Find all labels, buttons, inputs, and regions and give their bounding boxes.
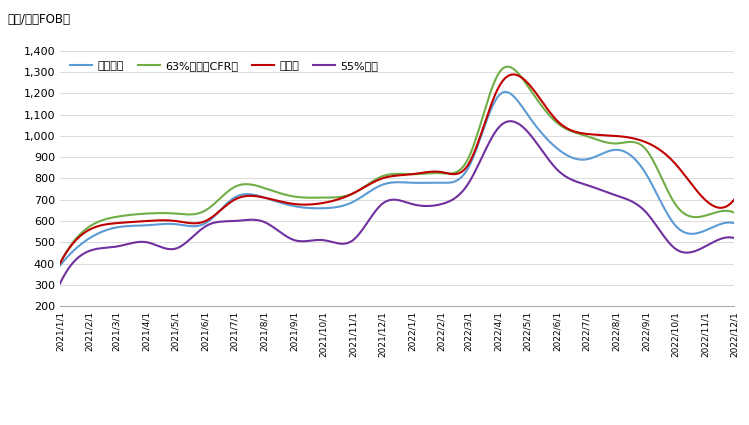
波罗的海 <box>507 92 516 97</box>
波罗的海 <box>55 263 64 268</box>
摩洛哥 <box>452 171 461 176</box>
波罗的海 <box>175 222 184 227</box>
63%巴西（CFR） <box>730 210 739 215</box>
Line: 摩洛哥: 摩洛哥 <box>60 74 734 264</box>
波罗的海 <box>228 196 237 201</box>
波罗的海 <box>452 178 461 183</box>
波罗的海 <box>730 221 739 226</box>
Line: 63%巴西（CFR）: 63%巴西（CFR） <box>60 67 734 264</box>
摩洛哥 <box>360 184 369 190</box>
摩洛哥 <box>506 73 515 78</box>
63%巴西（CFR） <box>228 185 237 190</box>
Line: 55%中国: 55%中国 <box>60 121 734 284</box>
63%巴西（CFR） <box>55 261 64 266</box>
63%巴西（CFR） <box>175 211 184 216</box>
摩洛哥 <box>175 219 184 224</box>
Text: 美元/吨（FOB）: 美元/吨（FOB） <box>7 13 70 26</box>
55%中国 <box>730 235 739 241</box>
55%中国 <box>506 119 515 124</box>
摩洛哥 <box>55 261 64 266</box>
63%巴西（CFR） <box>564 128 573 133</box>
55%中国 <box>228 218 237 224</box>
63%巴西（CFR） <box>360 184 369 189</box>
63%巴西（CFR） <box>503 64 512 69</box>
55%中国 <box>55 281 64 286</box>
波罗的海 <box>564 153 573 159</box>
63%巴西（CFR） <box>452 169 461 174</box>
摩洛哥 <box>730 197 739 202</box>
55%中国 <box>175 245 184 250</box>
波罗的海 <box>360 192 369 197</box>
摩洛哥 <box>564 127 573 132</box>
Line: 波罗的海: 波罗的海 <box>60 92 734 266</box>
摩洛哥 <box>509 72 518 77</box>
55%中国 <box>452 194 461 199</box>
55%中国 <box>507 119 516 124</box>
55%中国 <box>564 176 573 181</box>
Legend: 波罗的海, 63%巴西（CFR）, 摩洛哥, 55%中国: 波罗的海, 63%巴西（CFR）, 摩洛哥, 55%中国 <box>65 57 383 76</box>
55%中国 <box>360 224 369 229</box>
63%巴西（CFR） <box>507 65 516 70</box>
波罗的海 <box>501 89 510 94</box>
摩洛哥 <box>228 198 237 203</box>
